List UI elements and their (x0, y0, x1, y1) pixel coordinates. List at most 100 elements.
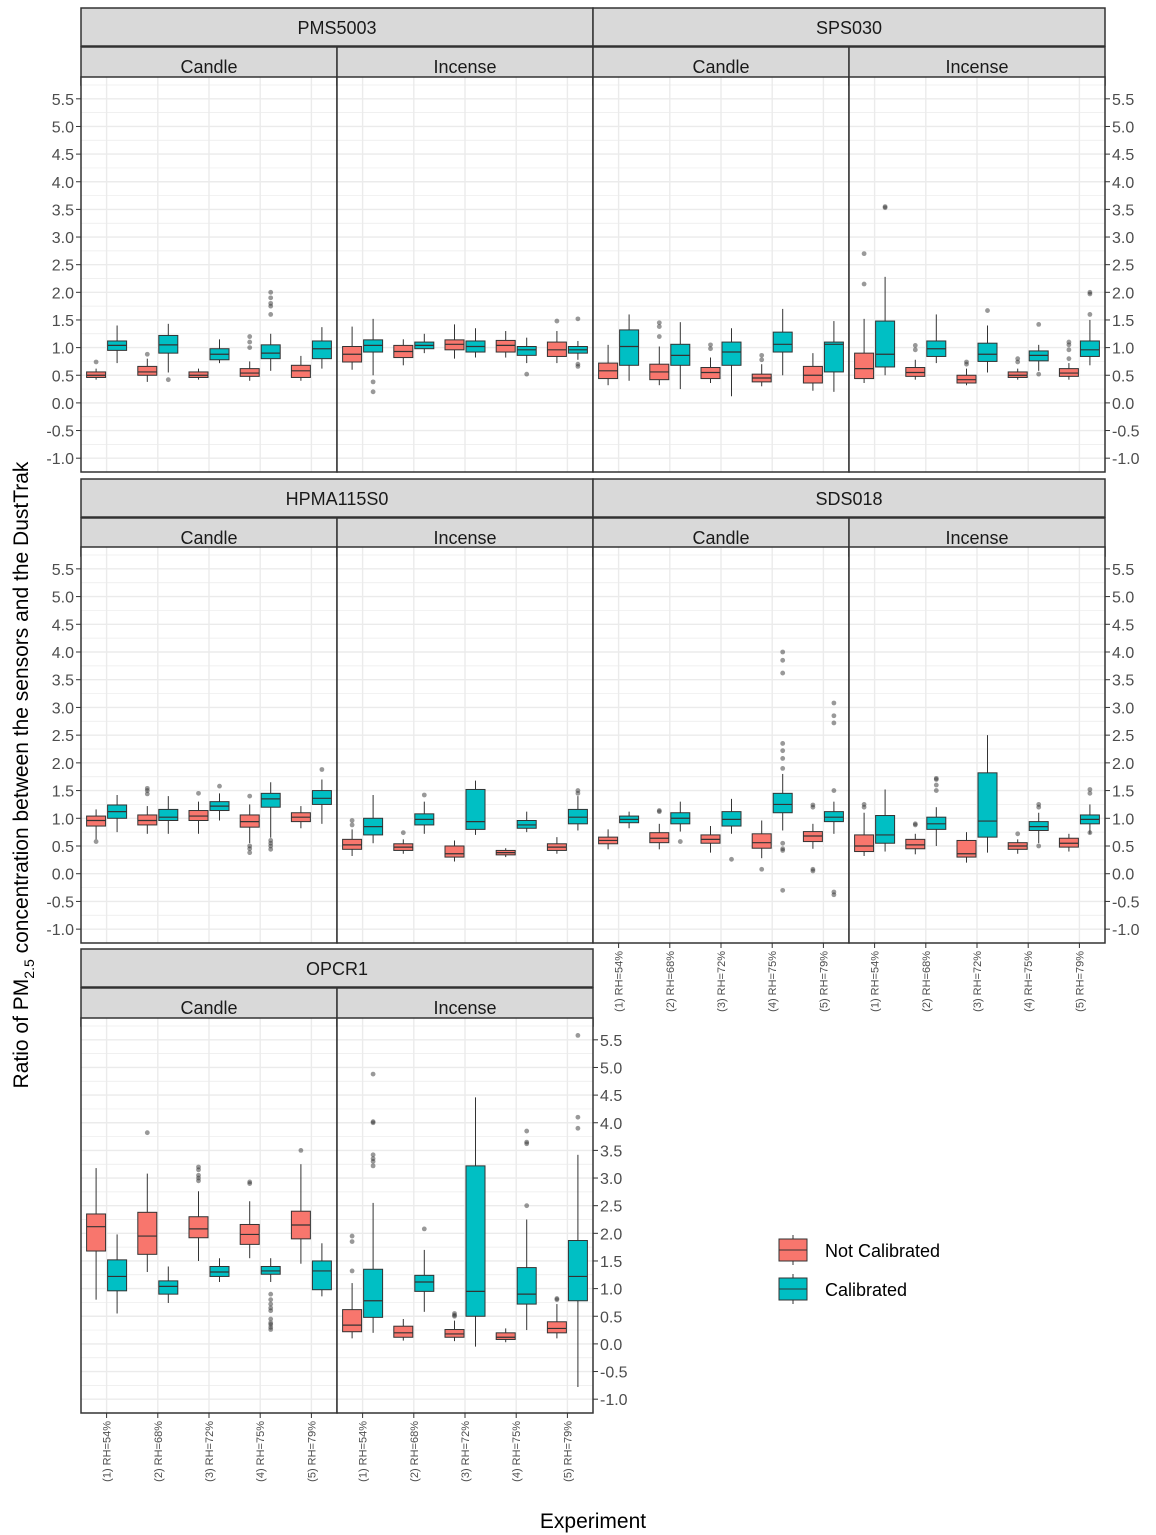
outlier-point (268, 846, 274, 852)
outlier-point (1066, 347, 1072, 353)
x-tick-label-opcr1-candle-3: (3) RH=72% (204, 1421, 216, 1482)
box-body (905, 838, 926, 850)
y-tick-label: 4.0 (52, 175, 74, 192)
facet-sds018: SDS018 Candle (1) RH=54% (2) RH=68% (3) RH=7… (592, 478, 1140, 1012)
box-sps030-candle-calibrated-3 (721, 328, 742, 397)
y-tick-label: 1.5 (52, 784, 74, 801)
outlier-point (144, 351, 150, 357)
outlier-point (1087, 830, 1093, 836)
y-tick-label: 3.5 (52, 673, 74, 690)
y-tick-label: 2.0 (52, 756, 74, 773)
y-tick-label: 0.0 (1112, 396, 1134, 413)
box-body (567, 1240, 588, 1302)
substrip-label-pms5003-incense: Incense (433, 57, 496, 77)
outlier-point (912, 342, 918, 348)
outlier-point (524, 1141, 530, 1147)
box-sps030-incense-calibrated-2 (926, 314, 947, 364)
y-tick-label: 1.5 (1112, 313, 1134, 330)
box-pms5003-incense-not-calibrated-5 (546, 318, 567, 364)
outlier-point (349, 822, 355, 828)
box-opcr1-incense-calibrated-2 (414, 1226, 435, 1312)
outlier-point (370, 1163, 376, 1169)
panel-opcr1-incense: (1) RH=54% (2) RH=68% (3) RH=72% (4) RH=75%… (336, 1017, 594, 1482)
outlier-point (524, 371, 530, 377)
box-pms5003-incense-not-calibrated-3 (444, 324, 465, 359)
box-body (1079, 340, 1100, 357)
box-sds018-incense-calibrated-5 (1079, 787, 1100, 836)
box-body (516, 346, 537, 356)
outlier-point (247, 339, 253, 345)
box-sds018-incense-not-calibrated-2 (905, 821, 926, 855)
box-sds018-incense-not-calibrated-4 (1007, 831, 1028, 854)
box-body (158, 1280, 179, 1295)
panel-sps030-candle (592, 76, 850, 473)
outlier-point (1015, 359, 1021, 365)
outlier-point (861, 802, 867, 807)
outlier-point (985, 308, 990, 313)
box-sds018-candle-not-calibrated-3 (700, 826, 721, 853)
outlier-point (861, 251, 867, 257)
outlier-point (1036, 321, 1042, 327)
y-tick-label: 4.5 (52, 147, 74, 164)
panel-border-sps030-incense (848, 76, 1106, 473)
panel-sps030-incense (848, 76, 1106, 473)
box-pms5003-candle-calibrated-3 (209, 339, 230, 364)
box-opcr1-candle-calibrated-4 (260, 1258, 281, 1332)
box-sps030-candle-not-calibrated-5 (802, 353, 823, 391)
box-sds018-candle-not-calibrated-5 (802, 802, 823, 874)
outlier-point (1087, 787, 1093, 792)
outlier-point (1087, 289, 1093, 295)
y-axis-title-prefix: Ratio of PM (10, 979, 33, 1089)
outlier-point (1036, 371, 1042, 377)
outlier-point (247, 334, 253, 339)
panel-hpma115s0-candle (80, 546, 338, 944)
box-hpma115s0-incense-not-calibrated-5 (546, 837, 567, 854)
y-tick-label: 1.5 (52, 313, 74, 330)
outlier-point (964, 361, 969, 367)
box-opcr1-candle-calibrated-3 (209, 1258, 230, 1282)
box-sds018-candle-calibrated-2 (670, 801, 691, 844)
outlier-point (452, 1312, 457, 1318)
y-tick-label: 2.5 (52, 258, 74, 275)
outlier-point (93, 359, 99, 365)
box-sds018-candle-not-calibrated-1 (598, 829, 619, 850)
outlier-point (759, 357, 765, 363)
y-tick-label: -1.0 (46, 922, 74, 939)
box-pms5003-incense-calibrated-5 (567, 316, 588, 369)
box-body (546, 1321, 567, 1334)
box-sds018-incense-calibrated-3 (977, 735, 998, 853)
box-sds018-candle-calibrated-1 (619, 811, 640, 829)
box-pms5003-incense-calibrated-1 (363, 318, 384, 395)
outlier-point (144, 1130, 150, 1136)
outlier-point (196, 1167, 201, 1173)
y-tick-label: 5.5 (600, 1033, 622, 1050)
x-tick-label-opcr1-incense-1: (1) RH=54% (358, 1421, 370, 1482)
y-tick-label: 2.5 (600, 1199, 622, 1216)
box-hpma115s0-candle-not-calibrated-2 (137, 785, 158, 834)
y-tick-label: 3.5 (1112, 202, 1134, 219)
outlier-point (370, 1159, 376, 1164)
outlier-point (656, 808, 662, 813)
outlier-point (298, 1147, 304, 1153)
y-axis-title-suffix: concentration between the sensors and th… (10, 461, 33, 959)
box-hpma115s0-incense-not-calibrated-2 (393, 830, 414, 854)
box-sds018-candle-calibrated-5 (823, 700, 844, 898)
strip-label-hpma115s0: HPMA115S0 (286, 489, 389, 509)
outlier-point (708, 346, 713, 352)
box-hpma115s0-incense-not-calibrated-1 (342, 818, 363, 856)
y-tick-label: 3.0 (1112, 700, 1134, 717)
x-tick-label-opcr1-candle-2: (2) RH=68% (153, 1421, 165, 1482)
box-body (854, 352, 875, 380)
y-tick-label: 4.0 (600, 1116, 622, 1133)
outlier-point (575, 1114, 581, 1120)
box-body (465, 1165, 486, 1317)
outlier-point (319, 767, 325, 772)
outlier-point (370, 379, 376, 385)
y-tick-label: 5.0 (1112, 590, 1134, 607)
strip-opcr1 (80, 948, 594, 988)
outlier-point (421, 792, 427, 798)
box-opcr1-candle-not-calibrated-2 (137, 1130, 158, 1273)
x-tick-label-opcr1-candle-4: (4) RH=75% (255, 1421, 267, 1482)
box-hpma115s0-incense-calibrated-2 (414, 792, 435, 834)
facet-pms5003: PMS5003 Candle Incense -1.0 -0.5 0.0 0.5 1.0 1.5… (46, 7, 594, 473)
